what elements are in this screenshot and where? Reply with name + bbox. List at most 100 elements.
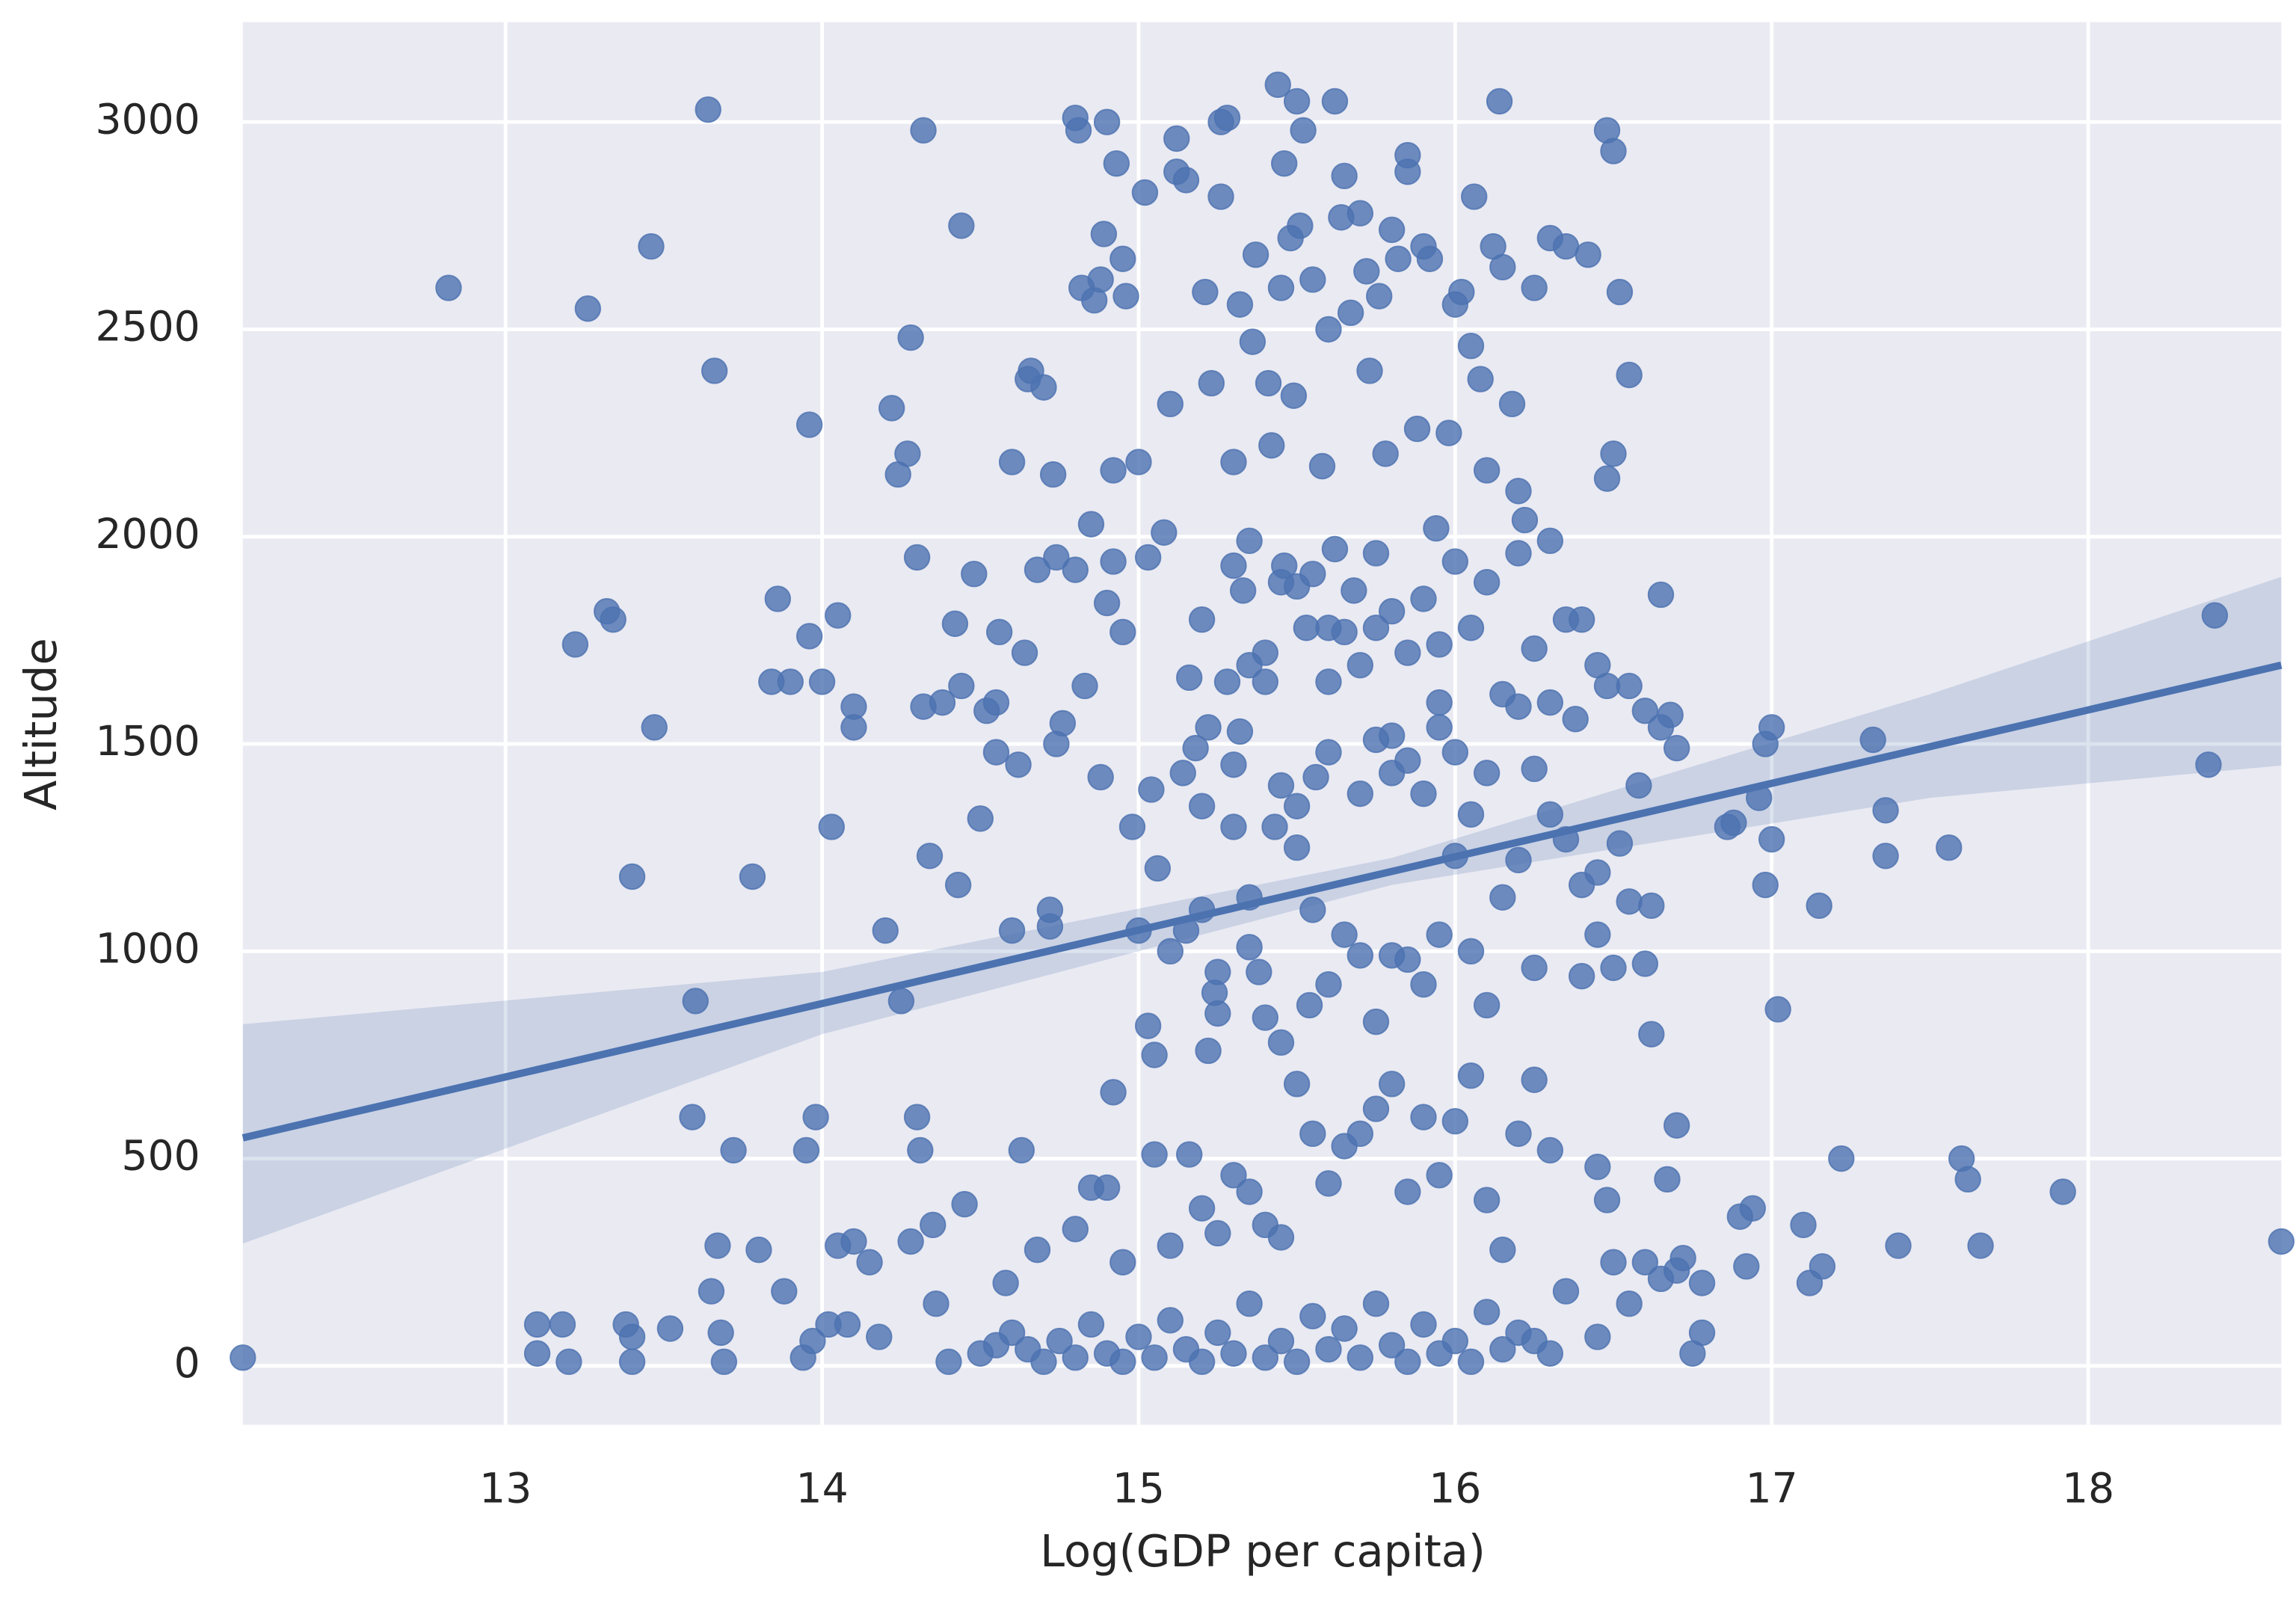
- data-point: [230, 1344, 256, 1371]
- data-point: [1631, 1249, 1659, 1276]
- data-point: [1134, 1012, 1162, 1039]
- data-point: [1093, 1174, 1121, 1201]
- data-point: [1584, 1153, 1611, 1181]
- regression-line: [241, 661, 2283, 1142]
- data-point: [1039, 461, 1067, 488]
- data-point: [1204, 1219, 1231, 1247]
- data-point: [1213, 104, 1241, 132]
- data-point: [1220, 1162, 1247, 1189]
- data-point: [1315, 970, 1342, 998]
- data-point: [1341, 577, 1367, 604]
- data-point: [916, 843, 944, 870]
- data-point: [2201, 602, 2229, 629]
- data-point: [2268, 1228, 2295, 1255]
- data-point: [1489, 680, 1516, 708]
- y-tick-label: 2500: [95, 303, 200, 351]
- x-tick-label: 14: [796, 1464, 849, 1512]
- data-point: [1125, 1323, 1152, 1350]
- data-point: [1220, 1340, 1247, 1367]
- data-point: [1954, 1166, 1981, 1193]
- data-point: [903, 544, 931, 571]
- data-point: [523, 1340, 551, 1367]
- data-point: [1489, 1236, 1516, 1264]
- data-point: [1426, 631, 1453, 658]
- data-point: [1252, 668, 1279, 695]
- data-point: [1112, 283, 1139, 310]
- data-point: [1362, 1095, 1390, 1122]
- data-point: [1264, 71, 1291, 99]
- data-point: [1362, 615, 1390, 641]
- data-point: [1606, 278, 1634, 306]
- data-point: [1258, 432, 1285, 459]
- data-point: [656, 1315, 684, 1342]
- data-point: [1536, 1340, 1564, 1367]
- data-point: [1246, 959, 1272, 985]
- y-tick-label: 3000: [95, 95, 200, 143]
- data-point: [1426, 1162, 1453, 1189]
- data-point: [1394, 159, 1421, 185]
- data-point: [1505, 1120, 1532, 1148]
- data-point: [1169, 760, 1196, 787]
- data-point: [1872, 843, 1899, 870]
- data-point: [1302, 763, 1329, 791]
- data-point: [1308, 452, 1336, 480]
- data-point: [1385, 245, 1412, 272]
- data-point: [1005, 751, 1032, 778]
- data-point: [1346, 780, 1374, 807]
- data-point: [1448, 278, 1475, 306]
- data-point: [1790, 1211, 1817, 1239]
- data-point: [1024, 556, 1051, 583]
- data-point: [1087, 266, 1114, 293]
- data-point: [1584, 1323, 1611, 1350]
- data-point: [1287, 212, 1314, 239]
- data-point: [1552, 1278, 1580, 1305]
- data-point: [1188, 606, 1216, 633]
- data-point: [1663, 1112, 1690, 1139]
- data-point: [1378, 597, 1406, 625]
- data-point: [1163, 125, 1190, 153]
- data-point: [1008, 1136, 1035, 1164]
- data-point: [1410, 585, 1437, 612]
- data-point: [1299, 896, 1326, 923]
- data-point: [1473, 457, 1501, 484]
- data-point: [1252, 1004, 1279, 1031]
- data-point: [1365, 283, 1393, 310]
- data-point: [1758, 714, 1785, 741]
- data-point: [1631, 950, 1659, 977]
- data-point: [1204, 959, 1231, 985]
- data-point: [948, 212, 975, 239]
- data-point: [1403, 415, 1431, 443]
- data-point: [1337, 299, 1364, 327]
- data-point: [1331, 1315, 1358, 1342]
- data-point: [1631, 697, 1659, 724]
- data-point: [1172, 167, 1200, 194]
- data-point: [834, 1311, 861, 1338]
- data-point: [1331, 162, 1358, 190]
- data-point: [618, 1348, 646, 1376]
- data-point: [1267, 1029, 1295, 1056]
- data-point: [1093, 589, 1121, 617]
- data-point: [1536, 527, 1564, 555]
- data-point: [795, 411, 823, 438]
- data-point: [1077, 1311, 1105, 1338]
- data-point: [1457, 1348, 1485, 1376]
- data-point: [1151, 519, 1178, 546]
- data-point: [771, 1278, 798, 1305]
- data-point: [808, 668, 836, 695]
- data-point: [903, 1104, 931, 1130]
- data-point: [1394, 946, 1421, 973]
- data-point: [1204, 1319, 1231, 1347]
- data-point: [1036, 896, 1064, 923]
- data-point: [1331, 618, 1358, 646]
- data-point: [555, 1348, 582, 1376]
- data-point: [1299, 1120, 1326, 1148]
- data-point: [1315, 316, 1342, 343]
- data-point: [961, 560, 988, 588]
- data-point: [1616, 672, 1643, 700]
- data-point: [561, 631, 589, 658]
- data-point: [1394, 1178, 1421, 1205]
- data-point: [1030, 374, 1057, 401]
- data-point: [941, 610, 969, 637]
- data-point: [1118, 813, 1146, 840]
